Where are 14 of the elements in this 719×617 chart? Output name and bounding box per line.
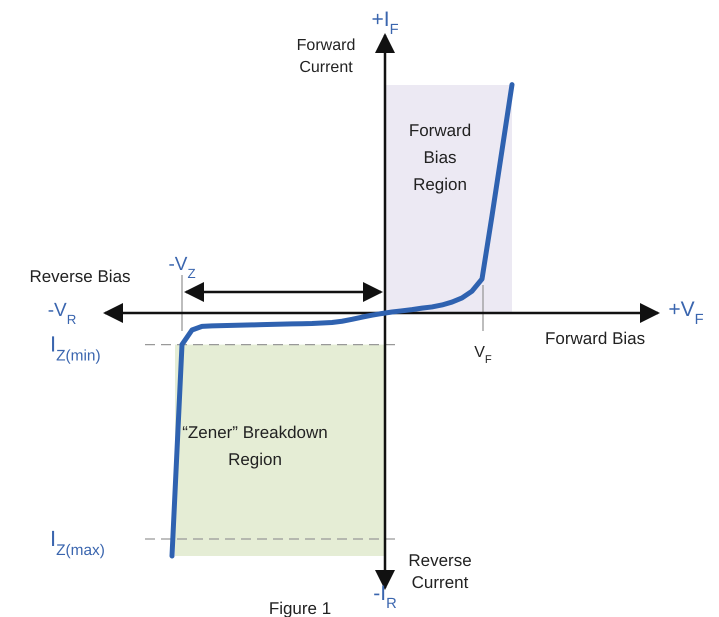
text: Reverse Bias xyxy=(29,267,131,286)
ref-line-label: I$_{Z(min)}$ xyxy=(50,332,101,364)
annotation: V$_{F}$ xyxy=(474,344,492,366)
annotation: Reverse Current xyxy=(408,551,472,592)
text: -I$_{R}$ xyxy=(373,582,397,612)
y-axis-title: Forward Current xyxy=(296,37,356,76)
text: +V$_{F}$ xyxy=(668,298,704,328)
text: +I$_{F}$ xyxy=(371,8,399,38)
annotation: Forward Bias Region xyxy=(408,121,472,194)
x-axis-title: Forward Bias xyxy=(545,329,646,348)
text: -V$_{R}$ xyxy=(48,300,76,326)
annotation: -V$_{Z}$ xyxy=(168,254,196,280)
ref-line-label: I$_{Z(max)}$ xyxy=(50,526,105,558)
band-label: “Zener” Breakdown Region xyxy=(182,423,328,469)
